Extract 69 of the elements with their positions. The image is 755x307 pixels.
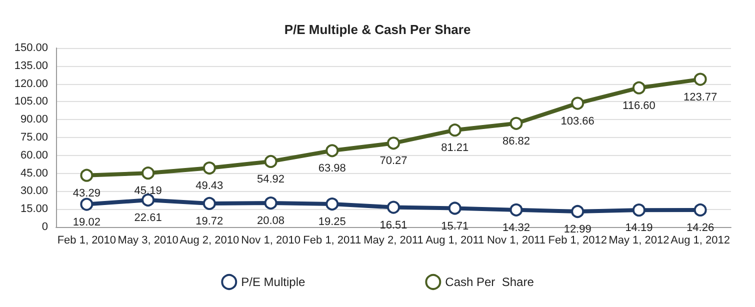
data-label: 19.25: [318, 216, 346, 228]
y-tick-label: 60.00: [20, 149, 48, 162]
x-tick-label: May 1, 2012: [608, 234, 670, 246]
point: [571, 205, 584, 218]
point: [448, 124, 462, 137]
point: [142, 194, 155, 207]
data-label: 49.43: [196, 180, 224, 192]
y-tick-label: 105.00: [14, 96, 48, 108]
y-tick-label: 15.00: [20, 203, 48, 216]
y-tick-label: 90.00: [20, 114, 48, 126]
data-label: 12.99: [564, 224, 592, 236]
data-label: 116.60: [622, 100, 656, 112]
data-label: 16.51: [380, 219, 408, 232]
point: [387, 200, 400, 214]
y-tick-label: 45.00: [20, 167, 48, 180]
point: [510, 116, 523, 130]
data-label: 86.82: [502, 135, 530, 148]
data-label: 14.32: [502, 222, 530, 234]
data-label: 103.66: [560, 115, 594, 128]
point: [202, 162, 216, 175]
point: [80, 168, 94, 182]
x-tick-label: Aug 1, 2012: [670, 234, 730, 246]
data-label: 81.21: [441, 142, 469, 154]
data-label: 14.19: [625, 222, 653, 234]
point: [448, 202, 462, 215]
y-tick-label: 75.00: [20, 132, 48, 144]
point: [632, 204, 646, 217]
x-tick-label: Nov 1, 2010: [241, 234, 300, 246]
y-tick-label: 0: [42, 221, 48, 233]
point: [510, 203, 523, 216]
y-tick-label: 150.00: [14, 42, 48, 54]
x-tick-label: Feb 1, 2010: [57, 234, 116, 246]
point: [387, 136, 400, 150]
point: [80, 198, 94, 211]
data-label: 14.26: [686, 222, 714, 234]
data-label: 22.61: [134, 212, 162, 224]
data-label: 20.08: [257, 215, 285, 228]
y-tick-label: 120.00: [14, 78, 48, 90]
point: [632, 81, 646, 94]
point: [694, 72, 707, 86]
y-tick-label: 30.00: [20, 185, 48, 198]
data-label: 15.71: [441, 220, 469, 232]
data-label: 45.19: [134, 185, 162, 198]
point: [264, 196, 278, 210]
data-label: 63.98: [318, 162, 346, 175]
data-label: 43.29: [72, 187, 100, 200]
point: [326, 198, 339, 211]
x-tick-label: Nov 1, 2011: [486, 234, 546, 246]
point: [694, 203, 707, 216]
x-tick-label: May 3, 2010: [118, 234, 178, 246]
point: [264, 154, 278, 168]
point: [326, 144, 339, 158]
data-label: 70.27: [380, 155, 408, 168]
x-tick-label: Feb 1, 2012: [548, 234, 607, 246]
data-label: 19.72: [196, 215, 224, 228]
point: [142, 166, 155, 180]
point: [202, 196, 216, 210]
data-label: 54.92: [257, 173, 285, 186]
x-tick-label: Aug 1, 2011: [426, 234, 484, 246]
x-tick-label: Aug 2, 2010: [180, 234, 240, 246]
x-tick-label: Feb 1, 2011: [303, 234, 362, 246]
data-label: 19.02: [72, 216, 100, 228]
y-tick-label: 135.00: [14, 60, 48, 72]
x-tick-label: May 2, 2011: [364, 234, 424, 246]
legend-label: Cash Per Share: [445, 275, 534, 289]
data-label: 123.77: [683, 91, 718, 104]
chart-title: P/E Multiple & Cash Per Share: [284, 22, 471, 37]
legend-label: P/E Multiple: [241, 275, 306, 289]
point: [571, 96, 584, 110]
